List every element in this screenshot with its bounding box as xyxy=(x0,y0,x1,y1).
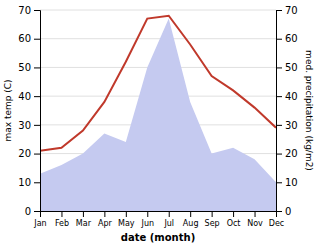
tick: 20 xyxy=(18,148,40,159)
tick-mark xyxy=(169,211,170,217)
tick: Nov xyxy=(247,211,263,228)
tick: 70 xyxy=(18,5,40,16)
tick-mark xyxy=(212,211,213,217)
tick-mark xyxy=(276,211,282,212)
tick-label: 0 xyxy=(25,206,31,217)
tick: Oct xyxy=(227,211,241,228)
tick: Aug xyxy=(183,211,199,228)
tick-mark xyxy=(34,67,40,68)
grid-line xyxy=(40,10,276,11)
grid xyxy=(40,10,276,211)
tick: Feb xyxy=(55,211,69,228)
tick: 50 xyxy=(276,62,298,73)
y2-axis-title: med. precipitation (kg/m2) xyxy=(304,50,314,171)
tick: 60 xyxy=(276,33,298,44)
tick-mark xyxy=(276,67,282,68)
tick-label: Jun xyxy=(141,219,155,228)
tick-mark xyxy=(34,125,40,126)
axis-line xyxy=(41,212,277,218)
tick-label: May xyxy=(118,219,135,228)
tick: Sep xyxy=(205,211,220,228)
x-axis-title: date (month) xyxy=(121,232,195,243)
tick-label: 30 xyxy=(18,120,31,131)
tick-label: Aug xyxy=(183,219,199,228)
tick-mark xyxy=(276,154,282,155)
tick: 30 xyxy=(18,120,40,131)
tick-mark xyxy=(34,154,40,155)
tick-label: 40 xyxy=(18,91,31,102)
marks xyxy=(40,16,276,211)
x-axis: Jan Feb Mar Apr May Jun Jul Aug Sep Oct Nov Dec xyxy=(33,211,284,228)
tick-label: 30 xyxy=(285,120,298,131)
tick-mark xyxy=(34,182,40,183)
tick: 70 xyxy=(276,5,298,16)
tick-label: Sep xyxy=(205,219,220,228)
axis-line xyxy=(277,11,283,212)
tick-label: 70 xyxy=(285,5,298,16)
tick-mark xyxy=(190,211,191,217)
tick-label: Oct xyxy=(227,219,241,228)
tick-mark xyxy=(233,211,234,217)
tick-label: Feb xyxy=(55,219,69,228)
y2-axis: 0 10 20 30 40 50 60 70 xyxy=(276,5,298,217)
tick-label: 20 xyxy=(18,148,31,159)
tick-mark xyxy=(126,211,127,217)
tick-label: Mar xyxy=(76,219,92,228)
tick-mark xyxy=(34,96,40,97)
tick: Dec xyxy=(269,211,284,228)
tick: Mar xyxy=(76,211,92,228)
plot: JanFebMarAprMayJunJulAugSepOctNovDec0102… xyxy=(3,5,314,243)
tick: Apr xyxy=(98,211,113,228)
tick: 10 xyxy=(18,177,40,188)
tick-label: Jul xyxy=(163,219,174,228)
tick-mark xyxy=(34,211,40,212)
tick-label: 70 xyxy=(18,5,31,16)
tick: 60 xyxy=(18,33,40,44)
grid-line xyxy=(40,38,276,39)
tick: 50 xyxy=(18,62,40,73)
tick-mark xyxy=(34,10,40,11)
tick: 0 xyxy=(25,206,40,217)
tick-label: 60 xyxy=(18,33,31,44)
tick-mark xyxy=(34,39,40,40)
tick: 20 xyxy=(276,148,298,159)
tick-label: 50 xyxy=(18,62,31,73)
tick-mark xyxy=(276,182,282,183)
chart: JanFebMarAprMayJunJulAugSepOctNovDec0102… xyxy=(0,0,318,247)
tick-mark xyxy=(104,211,105,217)
tick-label: Apr xyxy=(98,219,113,228)
tick-label: 10 xyxy=(18,177,31,188)
area xyxy=(40,19,276,211)
tick: 0 xyxy=(276,206,291,217)
tick-label: 20 xyxy=(285,148,298,159)
tick-label: 10 xyxy=(285,177,298,188)
tick: Jan xyxy=(33,211,46,228)
tick-mark xyxy=(276,10,282,11)
line xyxy=(40,16,276,151)
axis-line xyxy=(34,11,41,212)
tick: 40 xyxy=(18,91,40,102)
tick-mark xyxy=(255,211,256,217)
tick-mark xyxy=(276,39,282,40)
tick-label: Jan xyxy=(33,219,46,228)
tick-label: Nov xyxy=(247,219,263,228)
tick: 40 xyxy=(276,91,298,102)
tick-label: 40 xyxy=(285,91,298,102)
tick-label: 60 xyxy=(285,33,298,44)
tick: Jun xyxy=(141,211,155,228)
tick-mark xyxy=(83,211,84,217)
tick: Jul xyxy=(163,211,174,228)
tick-mark xyxy=(276,125,282,126)
tick-label: Dec xyxy=(269,219,284,228)
tick-label: 50 xyxy=(285,62,298,73)
tick-label: 0 xyxy=(285,206,291,217)
tick-mark xyxy=(147,211,148,217)
y-axis-title: max temp (C) xyxy=(3,79,13,141)
tick: 10 xyxy=(276,177,298,188)
tick: May xyxy=(118,211,135,228)
tick-mark xyxy=(61,211,62,217)
y-axis: 0 10 20 30 40 50 60 70 xyxy=(18,5,40,217)
tick-mark xyxy=(276,96,282,97)
tick: 30 xyxy=(276,120,298,131)
